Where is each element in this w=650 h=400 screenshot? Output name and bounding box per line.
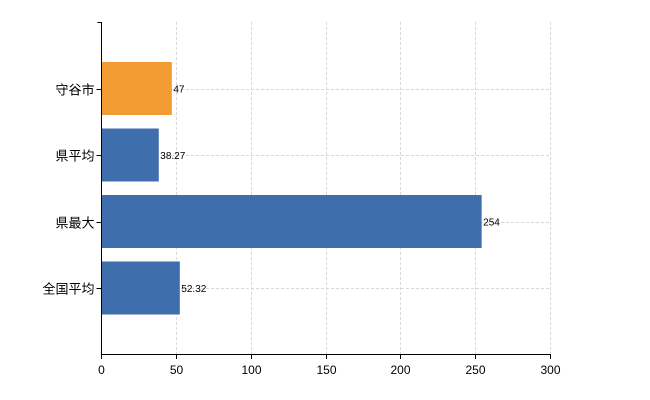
bar-0 <box>101 62 172 115</box>
bar-3 <box>101 261 180 315</box>
bar-1 <box>101 128 159 182</box>
x-tick-label-250: 250 <box>465 363 485 377</box>
data-label-3: 52.32 <box>181 284 206 295</box>
bars <box>101 62 482 315</box>
x-tick-label-200: 200 <box>390 363 410 377</box>
x-tick-label-100: 100 <box>241 363 261 377</box>
category-label-0: 守谷市 <box>55 83 94 99</box>
x-tick-label-300: 300 <box>540 363 560 377</box>
data-label-2: 254 <box>483 218 500 229</box>
x-tick-label-0: 0 <box>98 363 105 377</box>
bar-2 <box>101 195 482 248</box>
category-label-3: 全国平均 <box>42 282 94 298</box>
x-tick-label-150: 150 <box>316 363 336 377</box>
category-label-1: 県平均 <box>55 150 94 165</box>
category-label-2: 県最大 <box>55 217 94 232</box>
x-tick-label-50: 50 <box>170 363 184 377</box>
axes <box>96 22 551 359</box>
data-label-0: 47 <box>173 85 185 96</box>
data-label-1: 38.27 <box>160 151 185 162</box>
labels: 47 38.27 254 52.32 0 50 100 150 200 250 300 守谷市県平均県… <box>42 83 560 378</box>
